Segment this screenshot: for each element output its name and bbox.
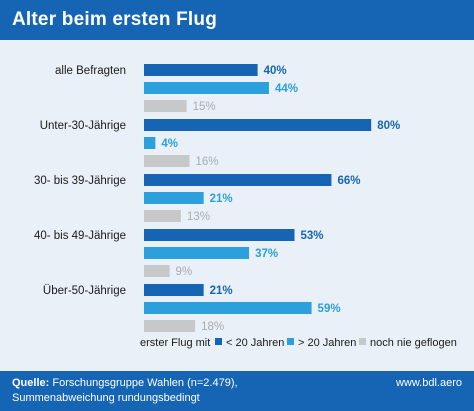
data-label: 59% [318,303,341,315]
title-bar: Alter beim ersten Flug [0,0,474,40]
bar [144,302,312,314]
bar [144,247,250,259]
legend-entry: > 20 Jahren [298,337,356,349]
data-label: 53% [301,230,324,242]
category-label: 30- bis 39-Jährige [34,175,126,187]
bar [144,265,170,277]
bar [144,210,181,222]
bar [144,137,156,149]
data-label: 21% [210,193,233,205]
category-label: alle Befragten [55,65,126,77]
data-label: 66% [337,175,360,187]
chart-title: Alter beim ersten Flug [12,9,217,30]
bar-chart: alle Befragten 40% 44% 15% Unter-30-Jährige 8… [34,64,457,349]
footer-bar: Quelle: Forschungsgruppe Wahlen (n=2.479… [0,371,474,411]
source-label: Quelle: [12,377,50,389]
website-label: www.bdl.aero [395,377,462,389]
data-label: 9% [176,266,193,278]
bar [144,284,204,296]
bar [144,119,372,131]
bar [144,192,204,204]
data-label: 40% [264,65,287,77]
data-label: 44% [275,83,298,95]
bar [144,320,196,332]
legend-swatch [215,338,222,345]
source-note: Summenabweichung rundungsbedingt [12,392,200,404]
bar [144,82,269,94]
legend-swatch [359,338,366,345]
data-label: 80% [377,120,400,132]
legend-entry: noch nie geflogen [370,337,457,349]
bar [144,64,258,76]
source-line: Quelle: Forschungsgruppe Wahlen (n=2.479… [12,377,238,389]
category-label: Über-50-Jährige [43,285,126,297]
legend-swatch [287,338,294,345]
legend-entry: < 20 Jahren [226,337,284,349]
source-text: Forschungsgruppe Wahlen (n=2.479), [52,377,238,389]
category-label: 40- bis 49-Jährige [34,230,126,242]
data-label: 4% [161,138,178,150]
bar [144,100,187,112]
data-label: 15% [193,101,216,113]
bar [144,174,332,186]
data-label: 18% [201,321,224,333]
legend-title: erster Flug mit [140,337,210,349]
category-label: Unter-30-Jährige [40,120,126,132]
data-label: 13% [187,211,210,223]
bar [144,155,190,167]
data-label: 37% [255,248,278,260]
data-label: 16% [195,156,218,168]
data-label: 21% [210,285,233,297]
bar [144,229,295,241]
